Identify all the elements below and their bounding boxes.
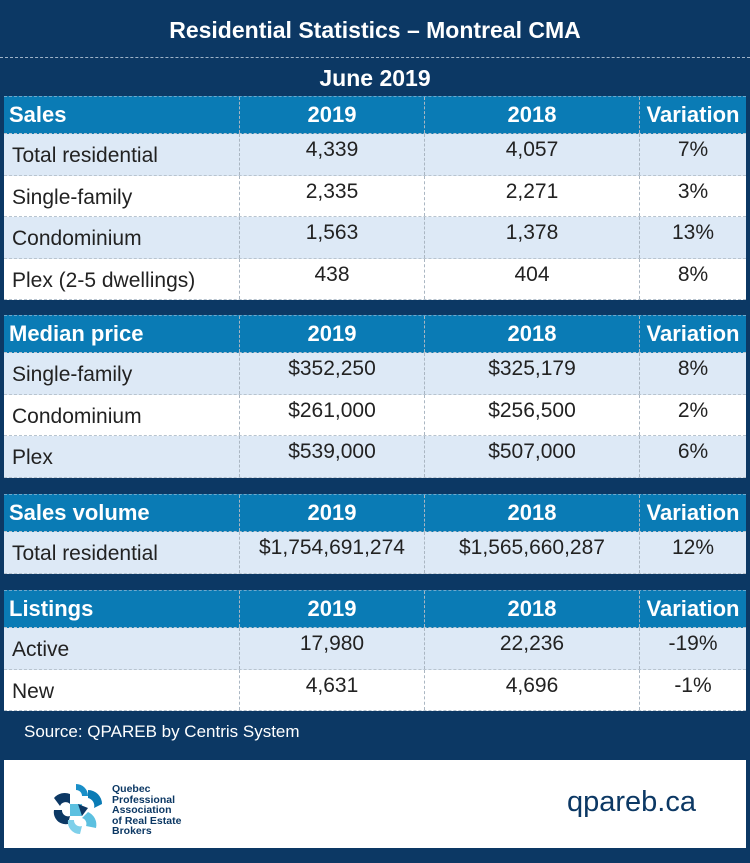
table-cell: -19% [668,632,718,655]
table-row: Active 17,980 22,236 -19% [4,628,746,670]
table-row: Total residential 4,339 4,057 7% [4,134,746,176]
column-header: 2018 [425,316,640,352]
table-cell: 2% [677,398,709,422]
row-label: Plex [4,436,240,477]
table-section: Median price 2019 2018 Variation Single-fami… [4,315,746,478]
table-cell: 1,378 [425,217,640,258]
table-cell: 4,057 [425,134,640,175]
column-header: 2019 [240,591,425,627]
table-row: New 4,631 4,696 -1% [4,669,746,711]
table-cell: 17,980 [240,628,425,669]
table-cell: 404 [425,258,640,299]
table-cell: 8% [677,262,709,286]
source-note: Source: QPAREB by Centris System [24,722,300,741]
table-row: Single-family $352,250 $325,179 8% [4,353,746,395]
column-header: 2019 [240,495,425,531]
logo-text-line: Association [112,804,172,816]
table-cell: 22,236 [425,628,640,669]
table-header-row: Median price 2019 2018 Variation [4,315,746,353]
row-label: Single-family [4,175,240,216]
column-header: 2019 [240,316,425,352]
logo-text-line: Quebec [112,783,151,795]
qpareb-logo-icon [53,784,102,835]
table-cell: $507,000 [425,436,640,477]
table-cell: $352,250 [240,353,425,394]
column-header: Sales volume [4,495,240,531]
logo-text-line: of Real Estate [112,814,182,827]
table-header-row: Listings 2019 2018 Variation [4,590,746,628]
table-header-row: Sales volume 2019 2018 Variation [4,494,746,532]
website-link[interactable]: qpareb.ca [567,786,696,818]
table-cell: 4,631 [240,669,425,710]
row-label: Total residential [4,532,240,573]
row-label: Total residential [4,134,240,175]
column-header: Variation [646,321,740,346]
table-row: Single-family 2,335 2,271 3% [4,175,746,217]
table-cell: 8% [677,357,709,380]
table-row: Total residential $1,754,691,274 $1,565,66… [4,532,746,574]
column-header: Variation [646,500,740,525]
table-cell: $1,565,660,287 [425,532,640,573]
table-cell: 6% [677,440,709,463]
table-cell: 7% [677,138,709,161]
table-cell: 2,271 [425,175,640,216]
column-header: Sales [4,97,240,133]
table-row: Plex $539,000 $507,000 6% [4,436,746,478]
table-cell: 3% [677,179,709,203]
row-label: New [4,669,240,710]
period-label: June 2019 [319,65,431,91]
table-section: Listings 2019 2018 Variation Active 17,980 22,… [4,590,746,711]
table-cell: $1,754,691,274 [240,532,425,573]
column-header: Median price [4,316,240,352]
table-cell: 4,696 [425,669,640,710]
footer: Quebec Professional Association of Real … [4,760,746,848]
table-cell: 4,339 [240,134,425,175]
title-divider [0,57,750,58]
page-title: Residential Statistics – Montreal CMA [169,17,581,43]
logo-text: Quebec Professional Association of Real … [112,784,181,837]
row-label: Active [4,628,240,669]
column-header: 2018 [425,495,640,531]
column-header: 2019 [240,97,425,133]
column-header: 2018 [425,591,640,627]
table-row: Condominium $261,000 $256,500 2% [4,394,746,436]
table-cell: $539,000 [240,436,425,477]
row-label: Plex (2-5 dwellings) [4,258,240,299]
row-label: Condominium [4,217,240,258]
table-cell: 2,335 [240,175,425,216]
column-header: Variation [646,102,740,127]
row-label: Condominium [4,394,240,435]
table-cell: $325,179 [425,353,640,394]
table-cell: -1% [674,673,712,697]
column-header: Listings [4,591,240,627]
table-cell: $261,000 [240,394,425,435]
table-cell: 13% [671,221,715,244]
table-row: Plex (2-5 dwellings) 438 404 8% [4,258,746,300]
logo-text-line: Professional [112,793,176,806]
table-cell: 438 [240,258,425,299]
table-cell: 12% [671,536,715,559]
table-header-row: Sales 2019 2018 Variation [4,96,746,134]
table-cell: $256,500 [425,394,640,435]
row-label: Single-family [4,353,240,394]
column-header: Variation [646,596,740,621]
logo-text-line: Brokers [112,825,152,837]
table-cell: 1,563 [240,217,425,258]
table-section: Sales 2019 2018 Variation Total residential 4… [4,96,746,300]
table-row: Condominium 1,563 1,378 13% [4,217,746,259]
column-header: 2018 [425,97,640,133]
table-section: Sales volume 2019 2018 Variation Total resid… [4,494,746,574]
